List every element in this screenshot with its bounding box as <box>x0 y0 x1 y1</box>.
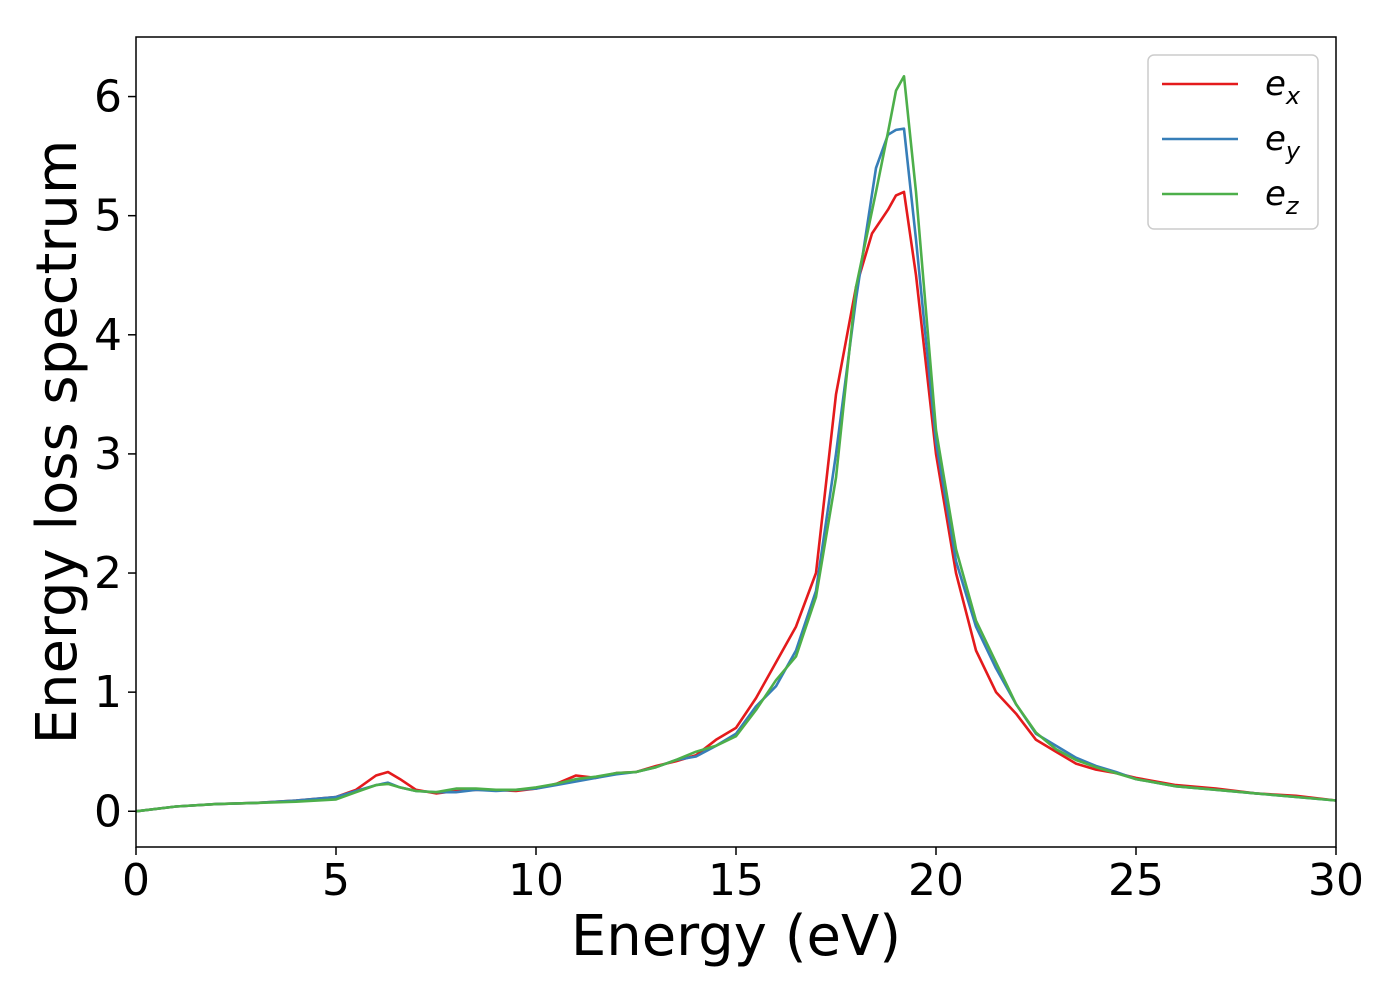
x-tick-label: 15 <box>708 855 764 906</box>
x-tick-label: 20 <box>908 855 964 906</box>
y-tick-label: 1 <box>94 667 122 718</box>
series-line-x <box>135 190 1337 813</box>
series-line-z <box>135 75 1337 813</box>
y-tick-label: 2 <box>94 548 122 599</box>
x-tick-label: 0 <box>122 855 150 906</box>
legend-label-z: ez <box>1265 174 1300 220</box>
x-axis-ticks: 0 5 10 15 20 25 30 <box>122 847 1364 906</box>
series-layer <box>135 75 1337 813</box>
y-tick-label: 4 <box>94 310 122 361</box>
x-tick-label: 10 <box>508 855 564 906</box>
legend-box <box>1147 54 1319 230</box>
y-tick-label: 5 <box>94 191 122 242</box>
x-tick-label: 5 <box>322 855 350 906</box>
y-tick-label: 6 <box>94 72 122 123</box>
x-tick-label: 30 <box>1308 855 1364 906</box>
y-axis-label: Energy loss spectrum <box>25 140 90 745</box>
y-tick-label: 0 <box>94 786 122 837</box>
x-axis-label: Energy (eV) <box>571 904 901 969</box>
series-line-y <box>135 127 1337 813</box>
y-tick-label: 3 <box>94 429 122 480</box>
y-axis-ticks: 0 1 2 3 4 5 6 <box>94 72 136 837</box>
x-tick-label: 25 <box>1108 855 1164 906</box>
